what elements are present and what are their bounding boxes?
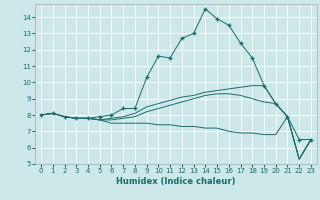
X-axis label: Humidex (Indice chaleur): Humidex (Indice chaleur) [116,177,236,186]
